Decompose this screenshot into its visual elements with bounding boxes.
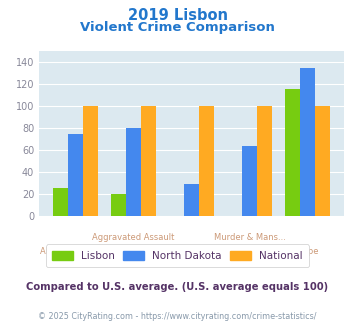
- Legend: Lisbon, North Dakota, National: Lisbon, North Dakota, National: [46, 245, 309, 267]
- Bar: [111, 194, 126, 216]
- Bar: [300, 68, 315, 216]
- Text: Compared to U.S. average. (U.S. average equals 100): Compared to U.S. average. (U.S. average …: [26, 282, 329, 292]
- Text: © 2025 CityRating.com - https://www.cityrating.com/crime-statistics/: © 2025 CityRating.com - https://www.city…: [38, 312, 317, 321]
- Text: All Violent Crime: All Violent Crime: [40, 247, 111, 256]
- Text: Rape: Rape: [297, 247, 318, 256]
- Bar: [285, 88, 300, 216]
- Bar: [184, 184, 199, 216]
- Bar: [68, 134, 83, 216]
- Text: Violent Crime Comparison: Violent Crime Comparison: [80, 21, 275, 34]
- Bar: [141, 106, 156, 216]
- Bar: [53, 187, 68, 216]
- Bar: [315, 106, 331, 216]
- Bar: [242, 146, 257, 216]
- Bar: [257, 106, 272, 216]
- Bar: [199, 106, 214, 216]
- Bar: [126, 128, 141, 216]
- Text: Robbery: Robbery: [174, 247, 209, 256]
- Text: Aggravated Assault: Aggravated Assault: [92, 233, 175, 242]
- Text: Murder & Mans...: Murder & Mans...: [214, 233, 286, 242]
- Bar: [83, 106, 98, 216]
- Text: 2019 Lisbon: 2019 Lisbon: [127, 8, 228, 23]
